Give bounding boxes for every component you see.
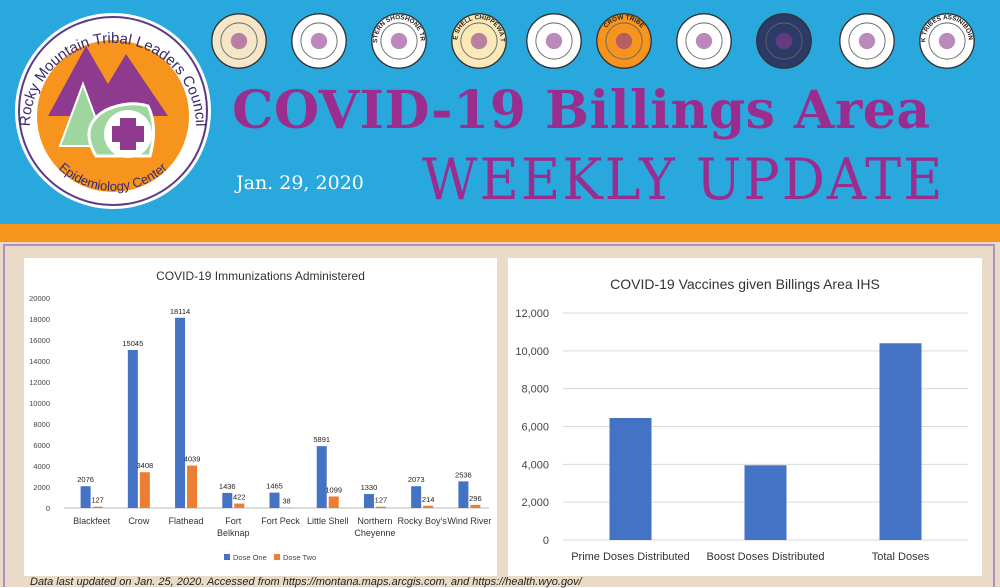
page-subtitle: WEEKLY UPDATE	[422, 146, 945, 212]
chart1-bar-dose-one	[81, 486, 91, 508]
blackfeet-seal-icon	[210, 12, 268, 70]
chart1-category-label: Crow	[128, 516, 150, 526]
chart1-ytick: 12000	[29, 378, 50, 387]
chart2-category-label: Boost Doses Distributed	[707, 551, 825, 563]
chart1-ytick: 8000	[33, 420, 50, 429]
chart1-bar-dose-two	[187, 466, 197, 508]
chart1-bar-dose-two	[470, 505, 480, 508]
chart1-ytick: 14000	[29, 357, 50, 366]
chart1-data-label: 1330	[361, 483, 378, 492]
chart1-data-label: 296	[469, 494, 482, 503]
chart1-data-label: 2536	[455, 470, 472, 479]
chart2-category-label: Prime Doses Distributed	[571, 551, 690, 563]
chart2-bar	[610, 418, 652, 540]
data-source-note: Data last updated on Jan. 25, 2020. Acce…	[30, 576, 582, 588]
chart1-bar-dose-two	[423, 506, 433, 508]
chart1-data-label: 2076	[77, 475, 94, 484]
northern-arapaho-seal-icon	[675, 12, 733, 70]
chart1-ytick: 4000	[33, 462, 50, 471]
chart1-legend-swatch	[224, 554, 230, 560]
chart1-legend-label: Dose One	[233, 553, 267, 562]
chart1-bar-dose-one	[317, 446, 327, 508]
eastern-shoshone-seal-icon: EASTERN SHOSHONE TRIBE	[370, 12, 428, 70]
chart1-bar-dose-one	[364, 494, 374, 508]
chart1-ytick: 6000	[33, 441, 50, 450]
chart2-title: COVID-19 Vaccines given Billings Area IH…	[610, 276, 880, 292]
chart1-category-label: Blackfeet	[73, 516, 111, 526]
chart1-legend-label: Dose Two	[283, 553, 316, 562]
chart2-bar	[880, 343, 922, 540]
update-date: Jan. 29, 2020	[236, 172, 364, 194]
chart1-bar-dose-one	[270, 493, 280, 508]
chart1-data-label: 127	[91, 496, 104, 505]
chart1-category-label: Rocky Boy's	[398, 516, 448, 526]
chart1-data-label: 1465	[266, 482, 283, 491]
chart1-ytick: 16000	[29, 336, 50, 345]
chart2-ytick: 4,000	[521, 459, 549, 471]
chart1-data-label: 15045	[122, 339, 143, 348]
chart2-ytick: 10,000	[515, 346, 549, 358]
chart1-bar-dose-one	[175, 318, 185, 508]
chart2-ytick: 2,000	[521, 497, 549, 509]
fort-peck-seal-icon: FT. PECK TRIBES ASSINIBOINE SIOUX	[918, 12, 976, 70]
crow-tribe-seal-icon: CROW TRIBE	[595, 12, 653, 70]
chart1-title: COVID-19 Immunizations Administered	[156, 269, 365, 283]
chart1-bar-dose-one	[128, 350, 138, 508]
chart1-data-label: 1436	[219, 482, 236, 491]
rmtlc-logo: Rocky Mountain Tribal Leaders Council Ep…	[8, 6, 218, 216]
chart1-data-label: 2073	[408, 475, 425, 484]
chart1-legend-swatch	[274, 554, 280, 560]
chart2-ytick: 6,000	[521, 422, 549, 434]
chart1-data-label: 422	[233, 493, 246, 502]
chart1-category-label: Flathead	[169, 516, 204, 526]
chart2-ytick: 12,000	[515, 308, 549, 320]
chart1-data-label: 4039	[184, 455, 201, 464]
chart1-category-label: Little Shell	[307, 516, 349, 526]
northern-cheyenne-seal-icon	[290, 12, 348, 70]
chart1-data-label: 38	[282, 497, 290, 506]
feather-seal-icon	[525, 12, 583, 70]
chart1-ytick: 0	[46, 504, 50, 513]
chippewa-cree-seal-icon	[755, 12, 813, 70]
chart1-bar-dose-two	[234, 504, 244, 508]
little-shell-seal-icon: LITTLE SHELL CHIPPEWA TRIBE	[450, 12, 508, 70]
chart1-ytick: 18000	[29, 315, 50, 324]
chart2-bar	[745, 465, 787, 540]
ihs-vaccines-chart-card: COVID-19 Vaccines given Billings Area IH…	[508, 258, 982, 576]
chart1-data-label: 127	[375, 496, 388, 505]
ihs-vaccines-chart: COVID-19 Vaccines given Billings Area IH…	[508, 258, 982, 576]
salish-kootenai-seal-icon	[838, 12, 896, 70]
chart2-category-label: Total Doses	[872, 551, 930, 563]
chart1-data-label: 3408	[136, 461, 153, 470]
chart1-ytick: 10000	[29, 399, 50, 408]
chart1-category-label: Wind River	[447, 516, 491, 526]
chart1-data-label: 18114	[170, 307, 190, 316]
chart1-bar-dose-two	[93, 507, 103, 508]
chart1-ytick: 2000	[33, 483, 50, 492]
chart1-bar-dose-two	[376, 507, 386, 508]
chart1-bar-dose-one	[411, 486, 421, 508]
chart2-ytick: 8,000	[521, 384, 549, 396]
orange-divider	[0, 224, 1000, 242]
immunizations-chart: COVID-19 Immunizations Administered 0 2000…	[24, 258, 497, 576]
chart1-category-label: Fort Peck	[261, 516, 300, 526]
page-title: COVID-19 Billings Area	[232, 80, 931, 141]
chart1-bar-dose-two	[329, 496, 339, 508]
chart2-ytick: 0	[543, 535, 549, 547]
immunizations-chart-card: COVID-19 Immunizations Administered 0 2000…	[24, 258, 497, 576]
chart1-data-label: 1099	[325, 485, 342, 494]
chart1-ytick: 20000	[29, 294, 50, 303]
chart1-data-label: 5891	[313, 435, 330, 444]
chart1-bar-dose-two	[140, 472, 150, 508]
chart1-bar-dose-one	[222, 493, 232, 508]
chart1-bar-dose-one	[458, 481, 468, 508]
chart1-data-label: 214	[422, 495, 435, 504]
